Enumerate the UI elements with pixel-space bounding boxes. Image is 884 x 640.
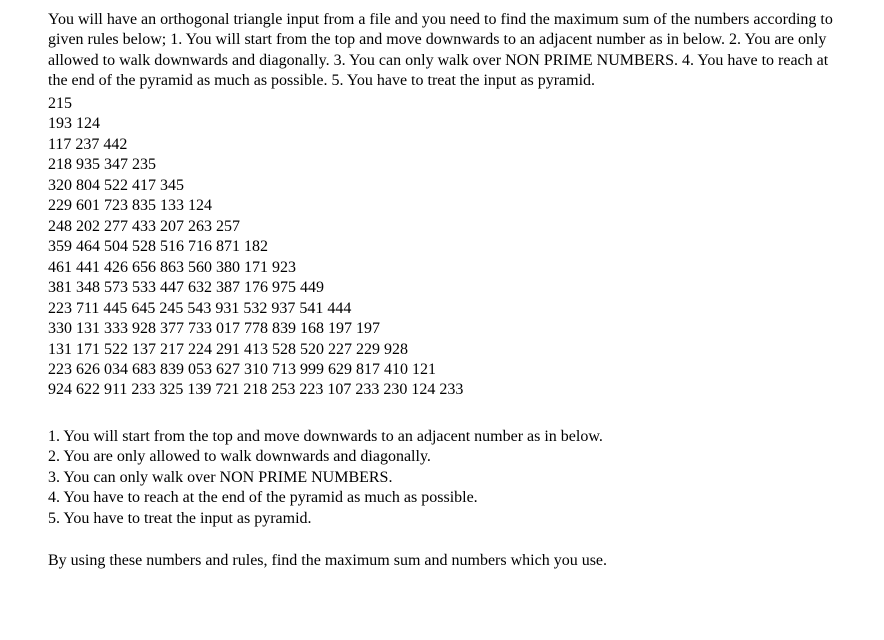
pyramid-row: 381 348 573 533 447 632 387 176 975 449: [48, 278, 844, 298]
pyramid-row: 248 202 277 433 207 263 257: [48, 217, 844, 237]
pyramid-row: 223 626 034 683 839 053 627 310 713 999 …: [48, 360, 844, 380]
rule-item: 3. You can only walk over NON PRIME NUMB…: [48, 468, 844, 488]
pyramid-row: 218 935 347 235: [48, 155, 844, 175]
pyramid-row: 320 804 522 417 345: [48, 176, 844, 196]
intro-paragraph: You will have an orthogonal triangle inp…: [48, 10, 844, 92]
rules-list: 1. You will start from the top and move …: [48, 427, 844, 529]
rule-item: 2. You are only allowed to walk downward…: [48, 447, 844, 467]
pyramid-row: 131 171 522 137 217 224 291 413 528 520 …: [48, 340, 844, 360]
closing-paragraph: By using these numbers and rules, find t…: [48, 551, 844, 571]
pyramid-data: 215 193 124 117 237 442 218 935 347 235 …: [48, 94, 844, 401]
rule-item: 1. You will start from the top and move …: [48, 427, 844, 447]
pyramid-row: 924 622 911 233 325 139 721 218 253 223 …: [48, 380, 844, 400]
rule-item: 5. You have to treat the input as pyrami…: [48, 509, 844, 529]
pyramid-row: 223 711 445 645 245 543 931 532 937 541 …: [48, 299, 844, 319]
pyramid-row: 461 441 426 656 863 560 380 171 923: [48, 258, 844, 278]
pyramid-row: 229 601 723 835 133 124: [48, 196, 844, 216]
pyramid-row: 215: [48, 94, 844, 114]
pyramid-row: 117 237 442: [48, 135, 844, 155]
pyramid-row: 330 131 333 928 377 733 017 778 839 168 …: [48, 319, 844, 339]
rule-item: 4. You have to reach at the end of the p…: [48, 488, 844, 508]
pyramid-row: 359 464 504 528 516 716 871 182: [48, 237, 844, 257]
pyramid-row: 193 124: [48, 114, 844, 134]
